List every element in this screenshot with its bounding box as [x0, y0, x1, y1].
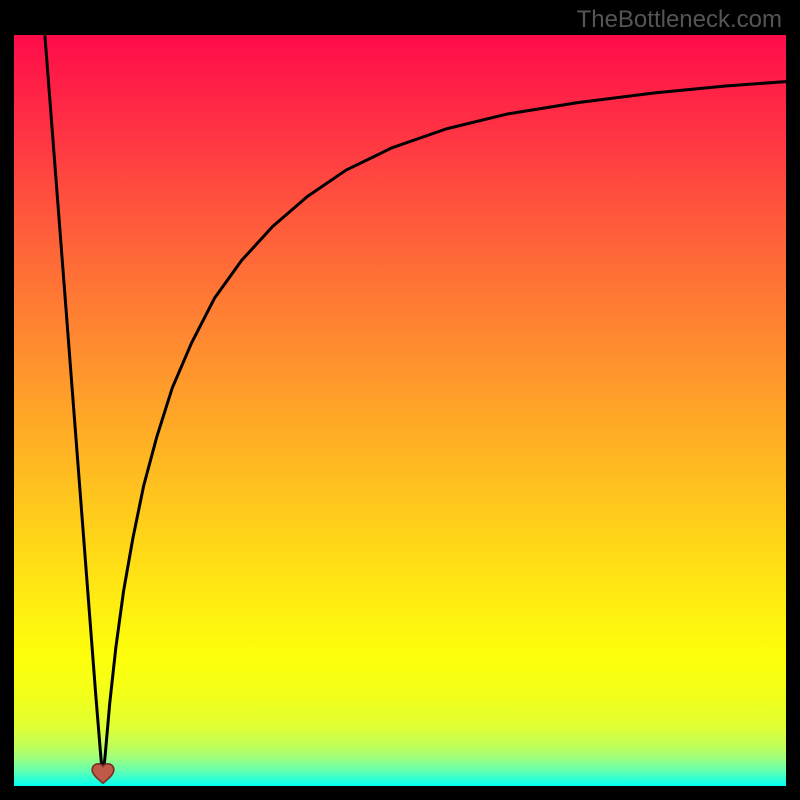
watermark-text: TheBottleneck.com — [577, 6, 782, 34]
chart-svg-layer — [14, 35, 786, 786]
bottleneck-curve-left — [45, 35, 103, 778]
bottleneck-curve-right — [103, 82, 786, 779]
chart-plot-area — [14, 35, 786, 786]
